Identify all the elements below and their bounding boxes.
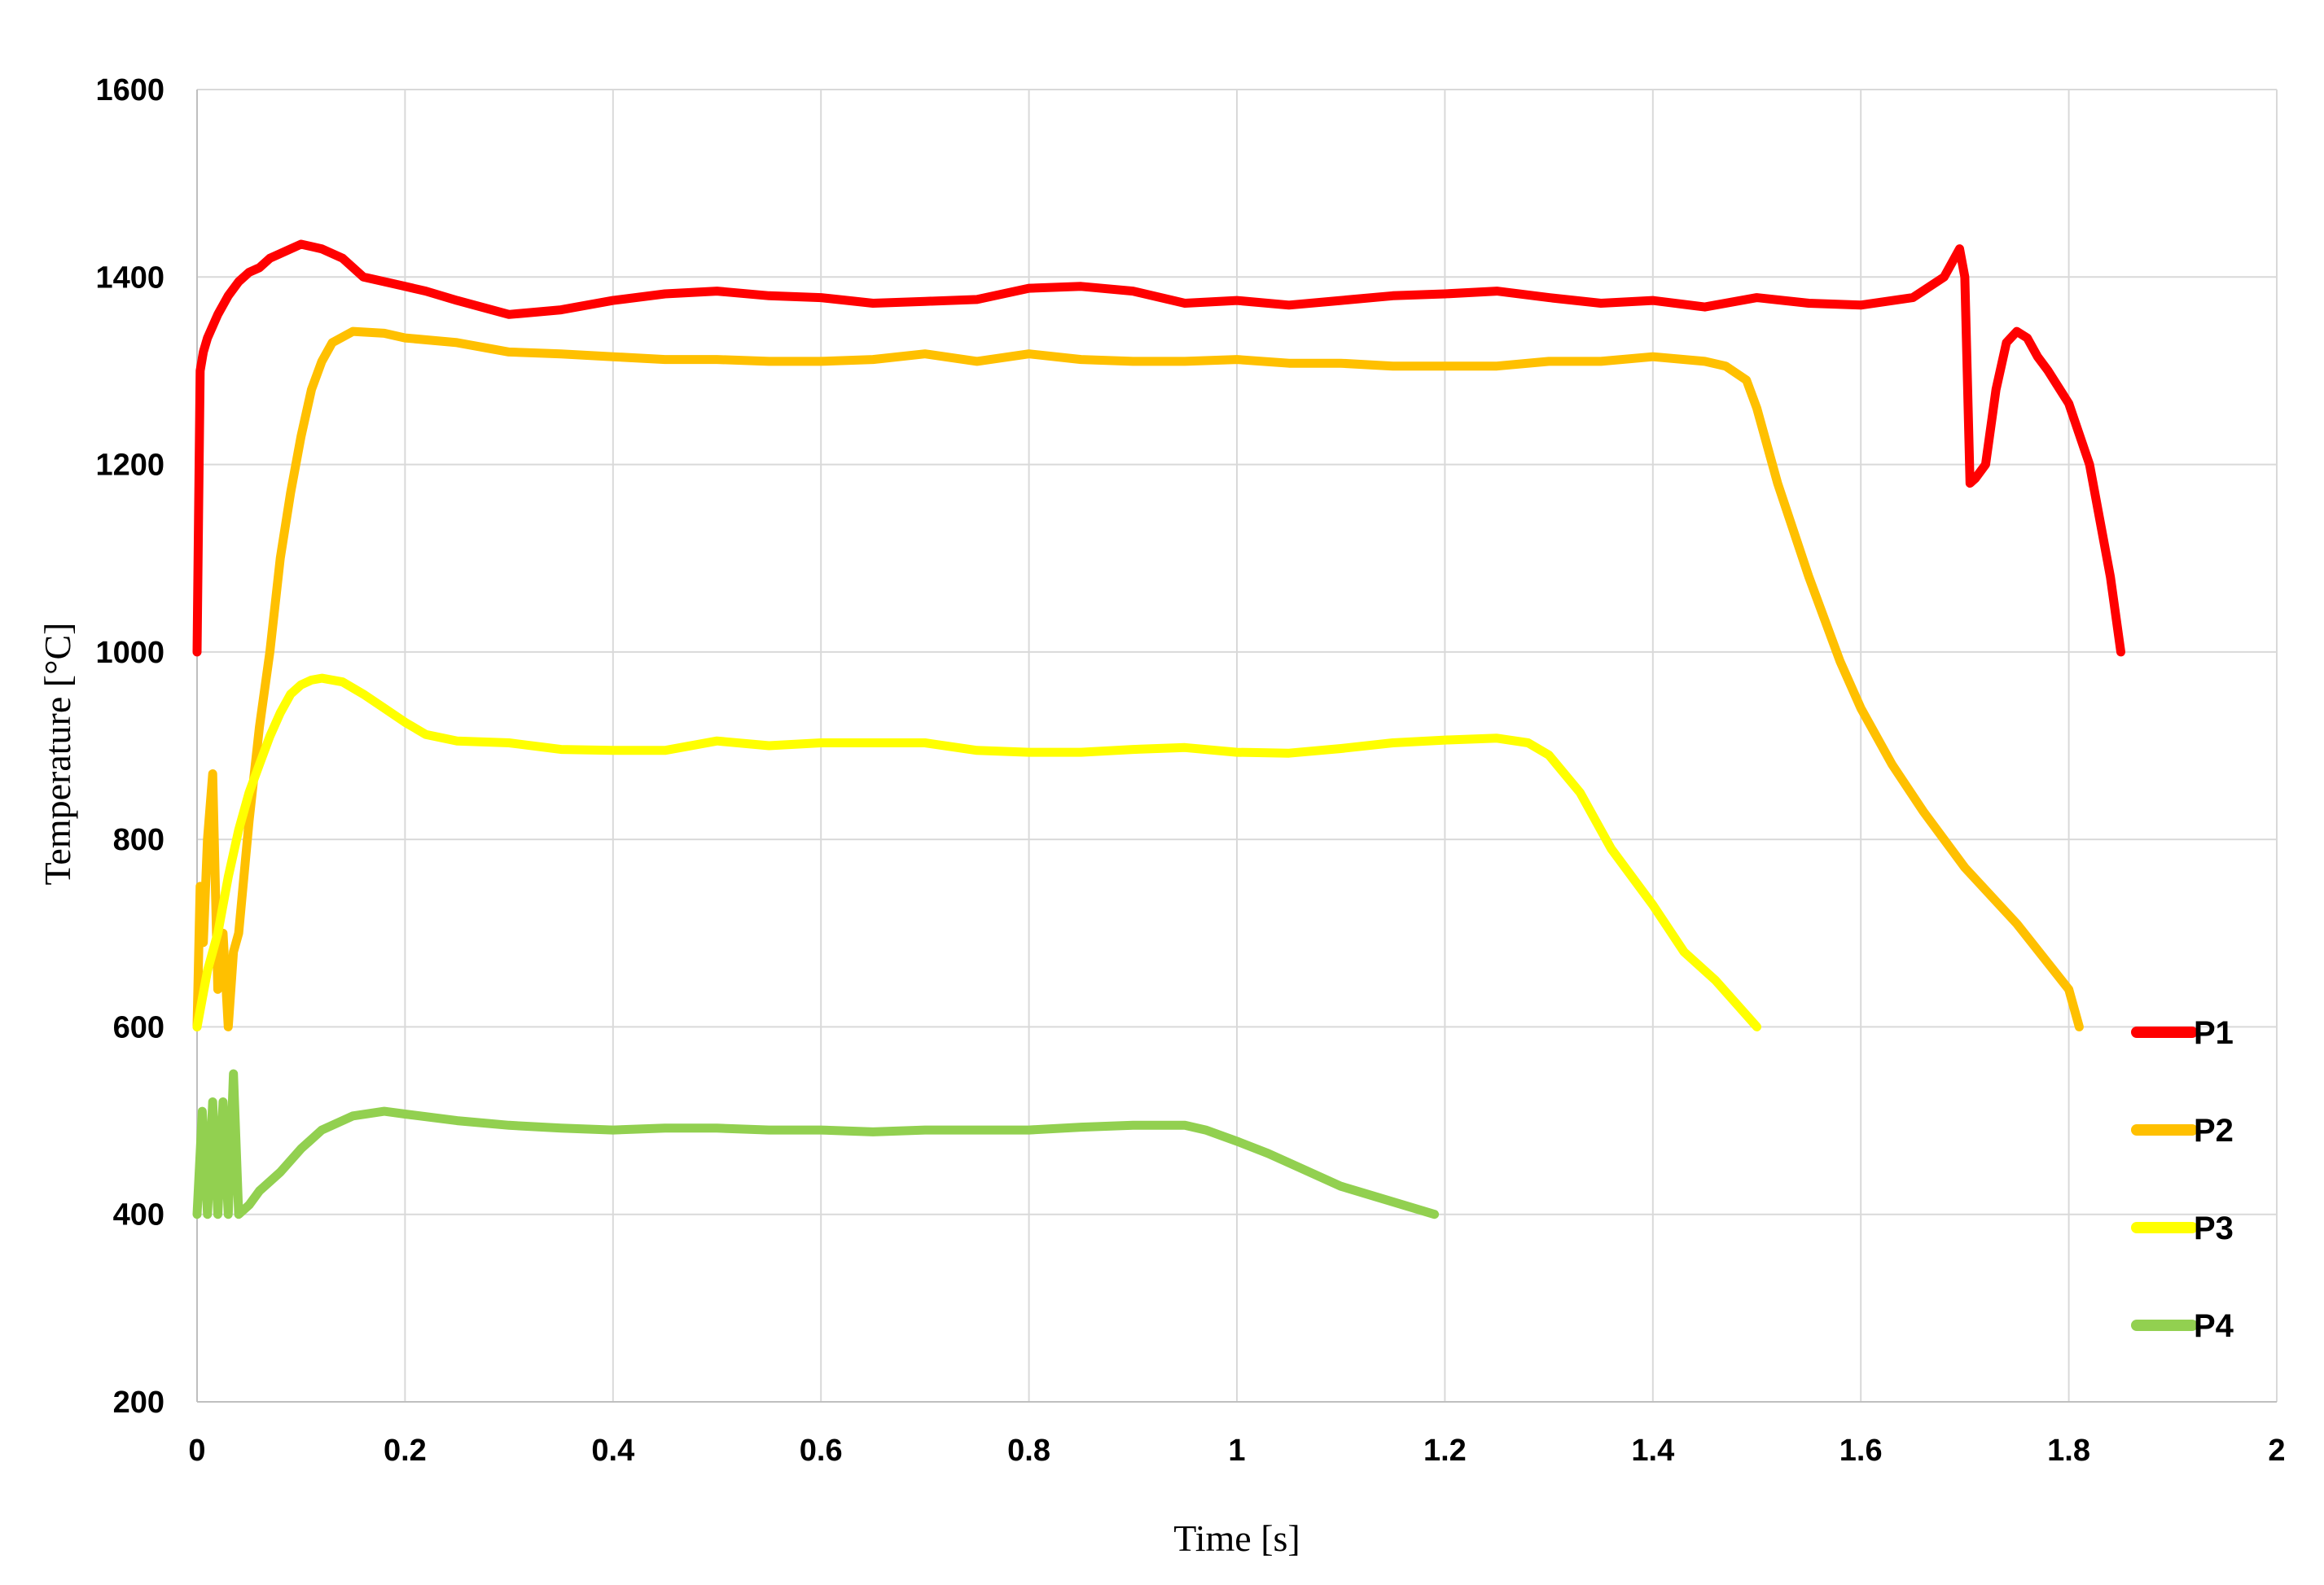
y-tick-label: 200 [113,1386,164,1420]
y-tick-labels: 200 400 600 800 1000 1200 1400 1600 [95,73,164,1420]
y-axis-title: Temperature [°C] [37,623,78,886]
x-tick-label: 0 [188,1434,205,1468]
x-tick-label: 1 [1228,1434,1245,1468]
y-tick-label: 1600 [95,73,164,107]
legend-label-p1: P1 [2194,1015,2234,1051]
x-tick-label: 1.6 [1839,1434,1883,1468]
y-tick-label: 1000 [95,636,164,670]
legend-label-p2: P2 [2194,1113,2234,1149]
x-tick-label: 1.2 [1423,1434,1467,1468]
series-line-p2 [192,326,2084,1031]
y-tick-label: 400 [113,1198,164,1233]
x-tick-label: 1.8 [2047,1434,2090,1468]
series-lines [192,239,2125,1219]
x-tick-label: 0.6 [800,1434,843,1468]
legend-label-p4: P4 [2194,1308,2234,1344]
y-tick-label: 1200 [95,449,164,483]
series-line-p4 [192,1069,1440,1219]
y-tick-label: 1400 [95,261,164,295]
x-tick-labels: 0 0.2 0.4 0.6 0.8 1 1.2 1.4 1.6 1.8 2 [188,1434,2285,1468]
legend: P1 P2 P3 P4 [2131,1015,2234,1344]
series-line-p3 [192,673,1761,1031]
y-tick-label: 600 [113,1010,164,1044]
grid [197,89,2278,1402]
x-tick-label: 2 [2268,1434,2285,1468]
x-tick-label: 1.4 [1631,1434,1674,1468]
x-tick-label: 0.8 [1007,1434,1050,1468]
y-tick-label: 800 [113,823,164,857]
legend-label-p3: P3 [2194,1211,2234,1246]
x-tick-label: 0.4 [591,1434,634,1468]
x-tick-label: 0.2 [384,1434,427,1468]
series-line-p1 [192,239,2125,657]
x-axis-title: Time [s] [1173,1517,1300,1559]
